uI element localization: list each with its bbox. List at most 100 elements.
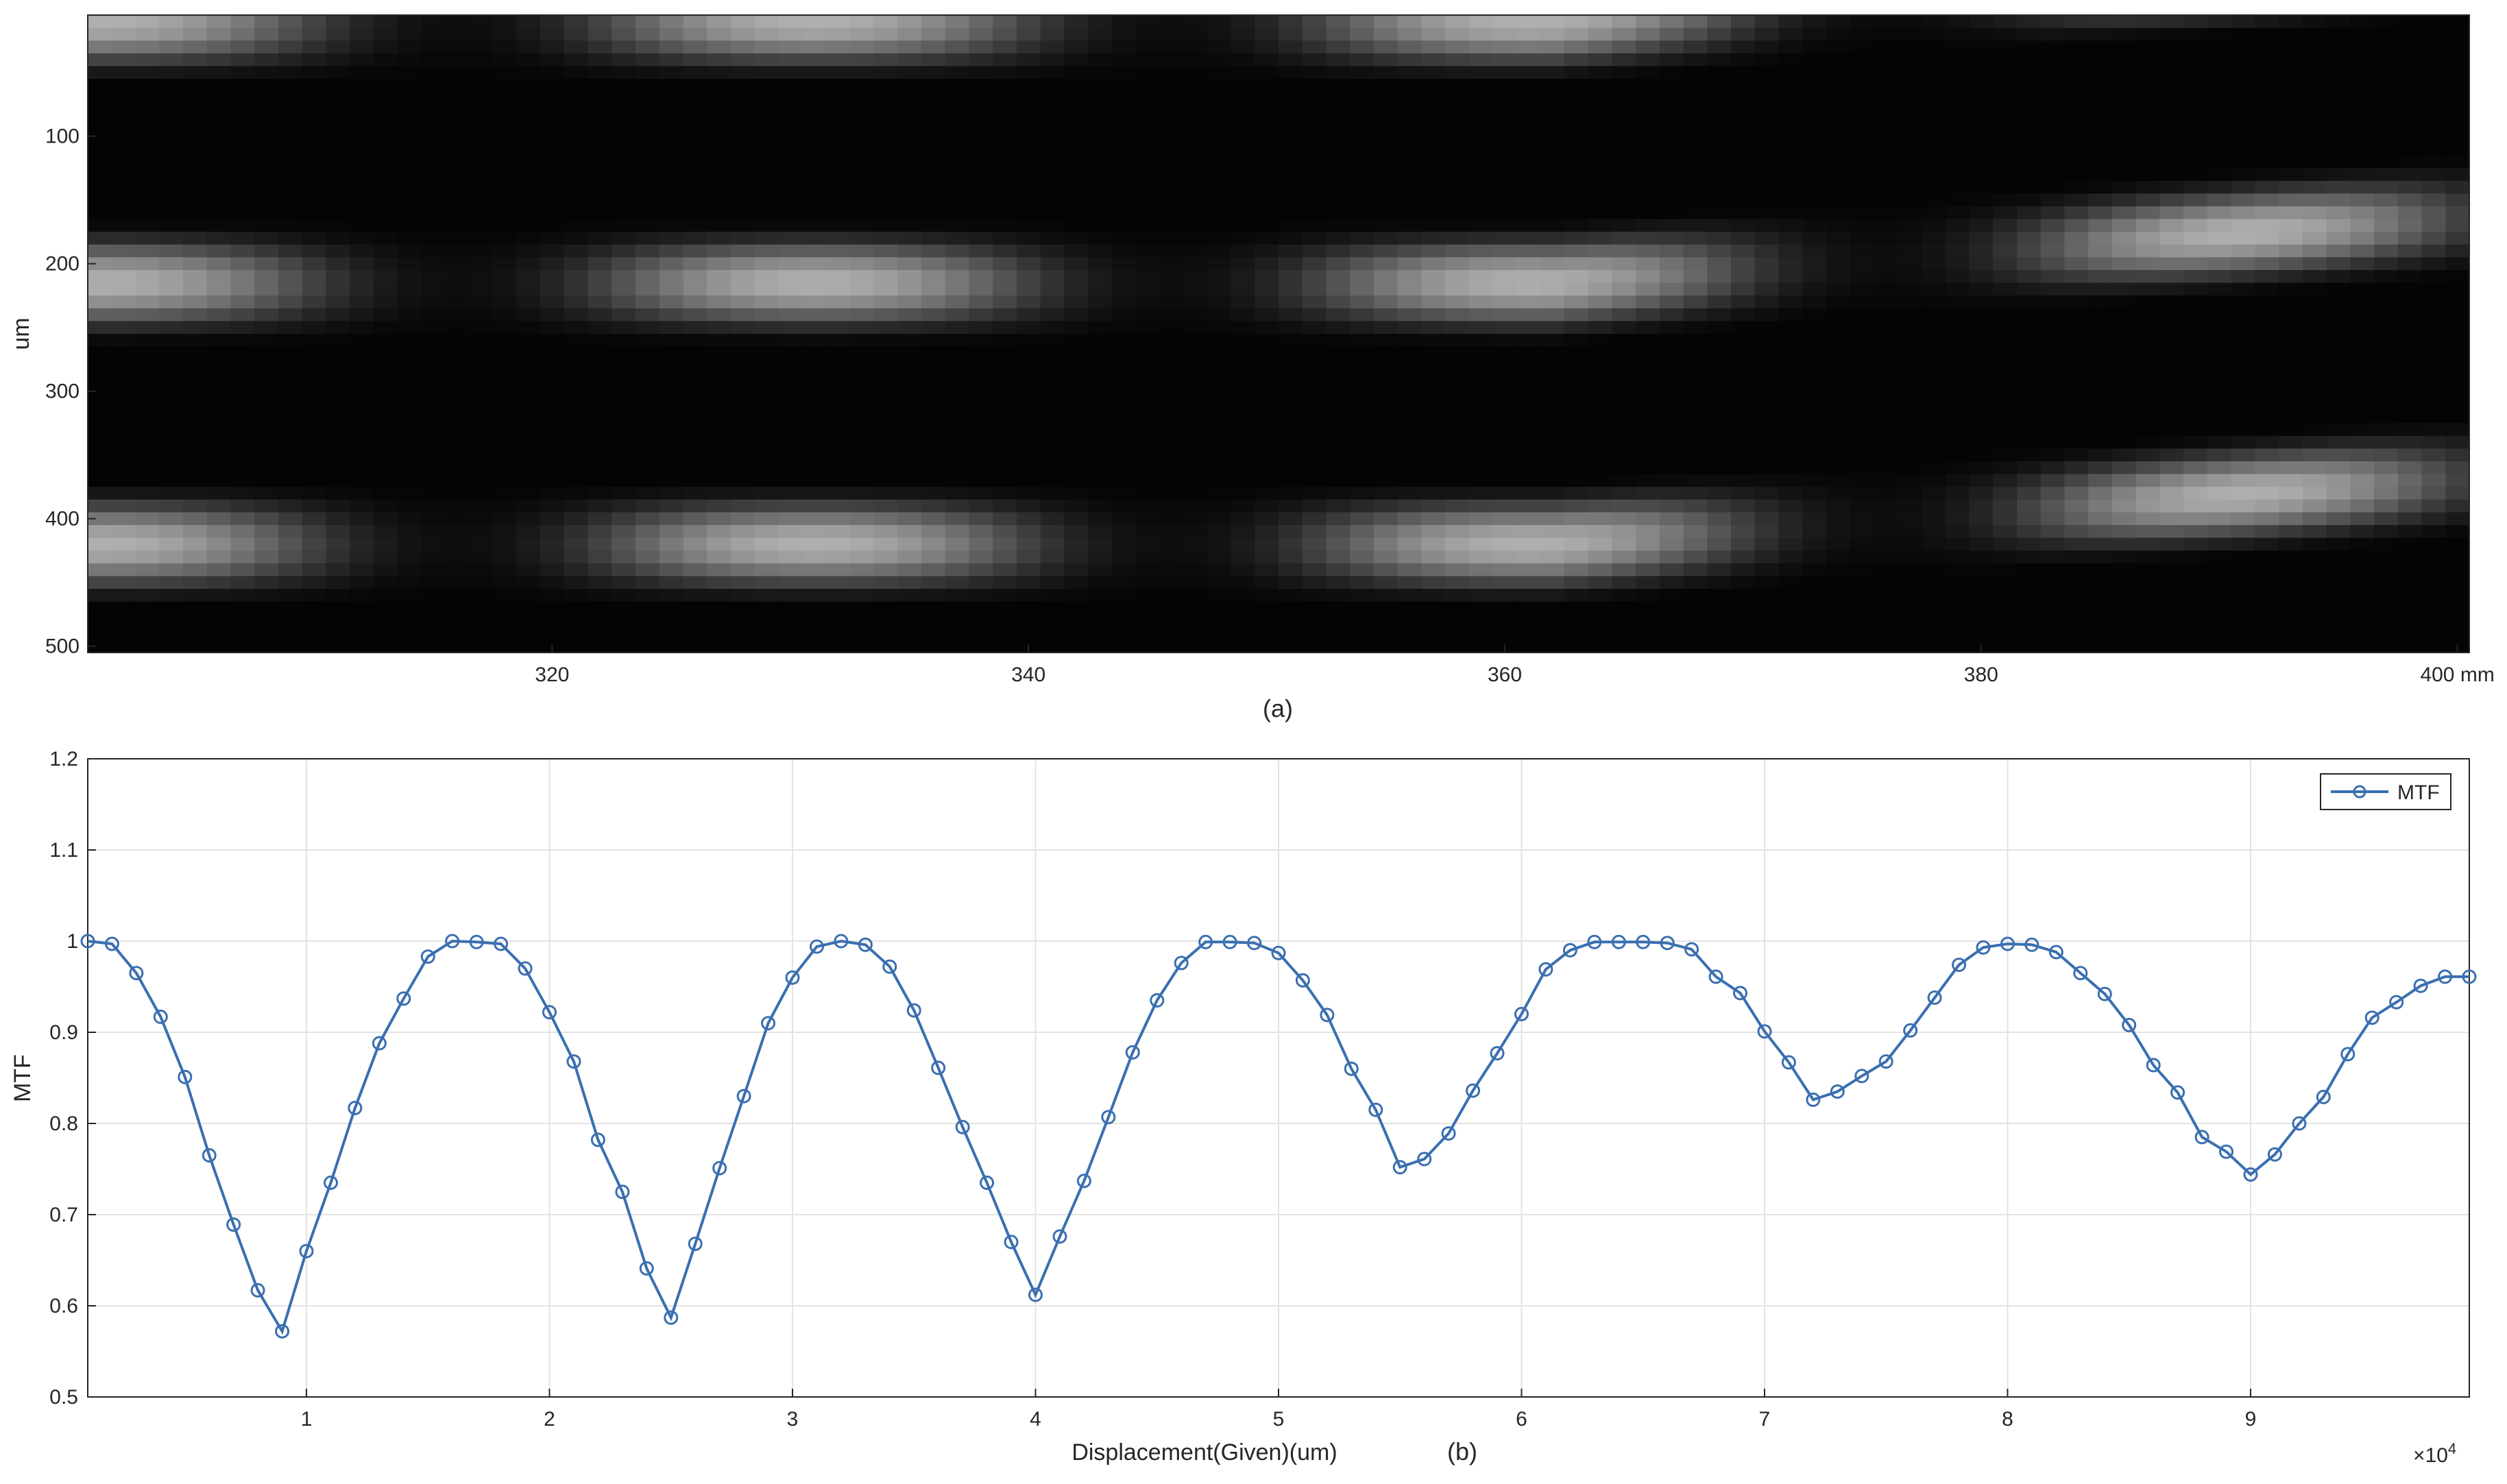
heatmap-cell — [945, 143, 969, 156]
heatmap-cell — [1969, 193, 1994, 207]
heatmap-cell — [1421, 193, 1446, 207]
heatmap-cell — [1850, 130, 1875, 143]
heatmap-cell — [445, 282, 470, 296]
heatmap-cell — [1826, 143, 1851, 156]
heatmap-cell — [2135, 53, 2160, 66]
heatmap-cell — [2135, 15, 2160, 29]
heatmap-cell — [1802, 474, 1827, 487]
heatmap-cell — [1850, 219, 1875, 232]
heatmap-cell — [2350, 155, 2375, 169]
heatmap-cell — [2207, 66, 2232, 80]
heatmap-cell — [1421, 168, 1446, 182]
heatmap-cell — [350, 143, 374, 156]
heatmap-cell — [206, 40, 232, 54]
heatmap-cell — [540, 525, 565, 539]
heatmap-cell — [707, 550, 731, 564]
heatmap-cell — [921, 461, 946, 475]
heatmap-cell — [1898, 589, 1922, 603]
heatmap-cell — [88, 257, 112, 271]
heatmap-cell — [1040, 91, 1065, 105]
heatmap-cell — [111, 614, 136, 628]
heatmap-cell — [2064, 40, 2089, 54]
heatmap-cell — [1707, 589, 1732, 603]
heatmap-cell — [1754, 295, 1780, 309]
heatmap-cell — [778, 168, 803, 182]
heatmap-cell — [1636, 423, 1660, 437]
heatmap-cell — [1016, 270, 1041, 284]
heatmap-cell — [397, 321, 422, 334]
heatmap-cell — [1326, 66, 1351, 80]
heatmap-cell — [2279, 448, 2303, 462]
heatmap-cell — [2111, 104, 2137, 118]
heatmap-cell — [2374, 435, 2399, 449]
heatmap-cell — [873, 550, 898, 564]
heatmap-cell — [1302, 219, 1327, 232]
heatmap-cell — [2445, 359, 2469, 373]
heatmap-cell — [159, 193, 184, 207]
heatmap-cell — [1231, 550, 1255, 564]
heatmap-cell — [2064, 640, 2089, 653]
heatmap-cell — [1969, 244, 1994, 258]
heatmap-cell — [683, 104, 707, 118]
heatmap-cell — [2064, 589, 2089, 603]
heatmap-cell — [611, 372, 636, 385]
heatmap-cell — [564, 244, 589, 258]
heatmap-cell — [468, 15, 494, 29]
heatmap-cell — [2159, 321, 2184, 334]
heatmap-cell — [754, 27, 779, 41]
heatmap-cell — [1468, 410, 1494, 424]
heatmap-cell — [588, 168, 612, 182]
heatmap-cell — [754, 512, 779, 526]
heatmap-cell — [707, 334, 731, 348]
heatmap-cell — [182, 627, 208, 640]
heatmap-cell — [2397, 512, 2423, 526]
heatmap-cell — [2183, 168, 2208, 182]
heatmap-cell — [302, 537, 326, 551]
heatmap-cell — [969, 130, 993, 143]
heatmap-cell — [1492, 104, 1517, 118]
heatmap-cell — [326, 537, 350, 551]
heatmap-cell — [1659, 91, 1684, 105]
heatmap-cell — [1255, 180, 1279, 194]
heatmap-cell — [1016, 385, 1041, 398]
heatmap-cell — [921, 308, 946, 321]
heatmap-cell — [1279, 601, 1303, 615]
heatmap-cell — [1350, 155, 1374, 169]
heatmap-cell — [1016, 525, 1041, 539]
heatmap-cell — [849, 206, 875, 220]
heatmap-cell — [2111, 461, 2137, 475]
heatmap-cell — [1350, 244, 1374, 258]
heatmap-cell — [1540, 295, 1565, 309]
heatmap-cell — [2445, 117, 2469, 130]
heatmap-cell — [2231, 66, 2255, 80]
heatmap-cell — [849, 525, 875, 539]
heatmap-cell — [2231, 53, 2255, 66]
heatmap-cell — [659, 53, 684, 66]
heatmap-cell — [397, 219, 422, 232]
heatmap-cell — [1135, 27, 1160, 41]
heatmap-cell — [1016, 117, 1041, 130]
heatmap-cell — [2326, 398, 2351, 411]
heatmap-cell — [1874, 563, 1898, 576]
heatmap-cell — [159, 563, 184, 576]
heatmap-cell — [2350, 27, 2375, 41]
heatmap-cell — [2040, 257, 2066, 271]
heatmap-cell — [421, 104, 446, 118]
heatmap-cell — [1516, 550, 1541, 564]
heatmap-cell — [849, 15, 875, 29]
heatmap-cell — [516, 474, 541, 487]
heatmap-cell — [2350, 15, 2375, 29]
heatmap-cell — [2279, 576, 2303, 589]
heatmap-cell — [1373, 372, 1398, 385]
heatmap-cell — [2183, 448, 2208, 462]
heatmap-cell — [1421, 385, 1446, 398]
heatmap-cell — [540, 563, 565, 576]
heatmap-cell — [1255, 53, 1279, 66]
heatmap-cell — [278, 206, 303, 220]
heatmap-cell — [2207, 512, 2232, 526]
heatmap-cell — [159, 257, 184, 271]
heatmap-cell — [659, 206, 684, 220]
heatmap-cell — [1540, 487, 1565, 500]
heatmap-cell — [1111, 244, 1137, 258]
heatmap-cell — [230, 410, 255, 424]
